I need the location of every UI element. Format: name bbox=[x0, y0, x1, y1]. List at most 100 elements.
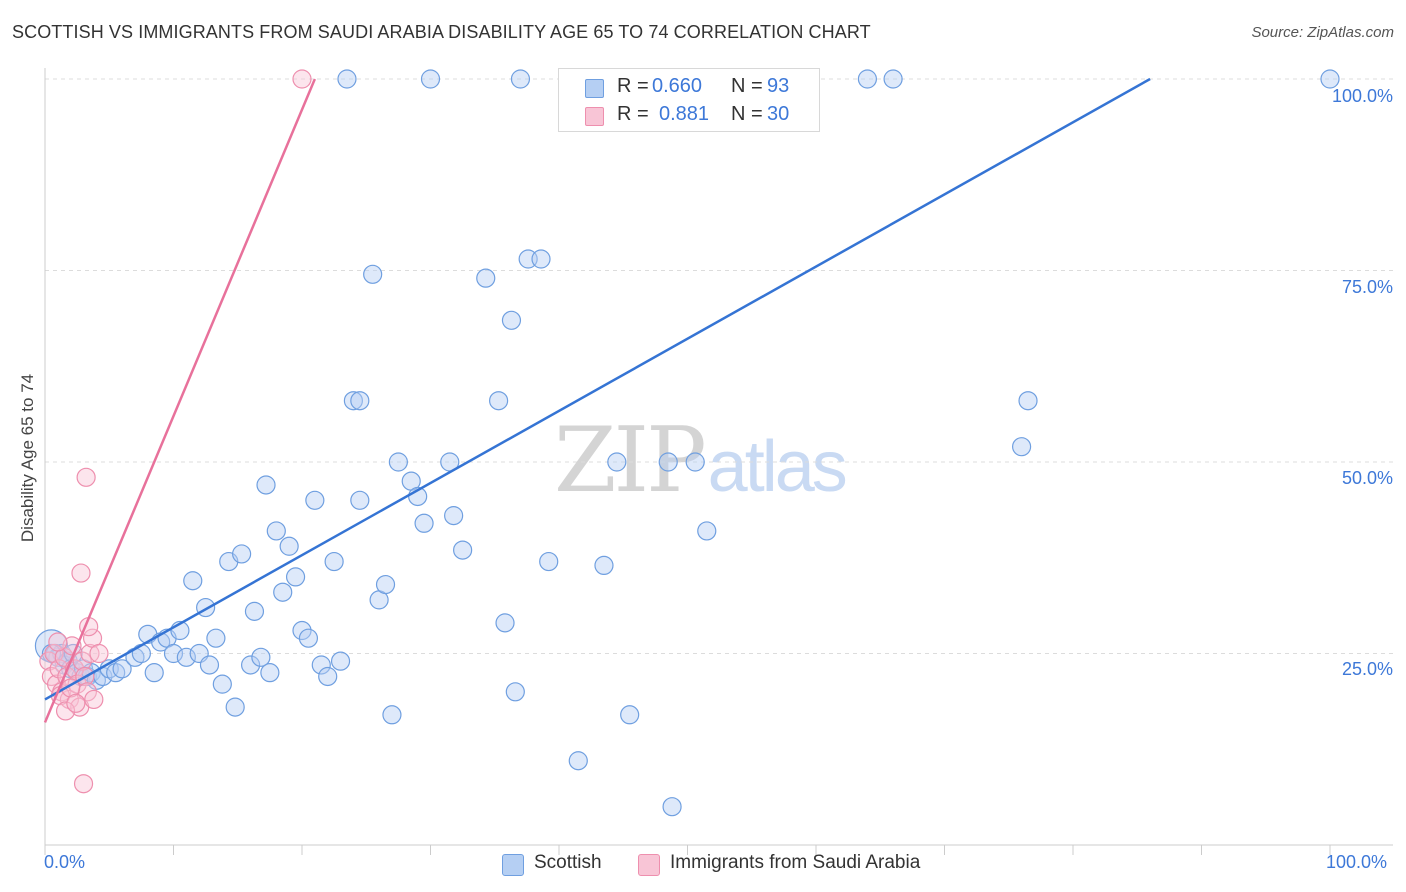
scottish-point bbox=[489, 391, 509, 411]
scottish-point bbox=[531, 249, 551, 269]
scottish-point bbox=[658, 452, 678, 472]
scottish-point bbox=[183, 571, 203, 591]
scottish-point bbox=[112, 659, 132, 679]
scottish-point bbox=[476, 268, 496, 288]
scottish-point bbox=[256, 475, 276, 495]
saudi-point bbox=[72, 651, 92, 671]
trend-lines bbox=[43, 77, 1151, 723]
y-tick-label-100: 100.0% bbox=[1331, 86, 1393, 106]
scottish-point bbox=[501, 310, 522, 330]
legend-swatch-scottish bbox=[502, 854, 524, 876]
stats-row-saudi: R = 0.881 N = 30 bbox=[559, 101, 819, 129]
scottish-point bbox=[568, 751, 588, 771]
saudi-swatch bbox=[585, 107, 604, 126]
scottish-trend-line bbox=[44, 77, 1151, 701]
scottish-point bbox=[539, 551, 559, 572]
scottish-points bbox=[34, 69, 1340, 817]
scottish-point bbox=[318, 666, 338, 687]
scottish-point bbox=[285, 567, 306, 587]
scottish-point bbox=[883, 69, 903, 89]
scottish-point bbox=[131, 643, 151, 664]
stats-legend: R = 0.660 N = 93 R = 0.881 N = 30 bbox=[558, 68, 820, 132]
saudi-point bbox=[89, 643, 109, 664]
x-tick-label-max: 100.0% bbox=[1326, 852, 1388, 872]
scottish-point bbox=[1018, 391, 1038, 411]
scottish-point bbox=[324, 551, 344, 572]
saudi-point bbox=[71, 563, 91, 583]
r-value: 0.881 bbox=[659, 103, 710, 125]
r-value: 0.660 bbox=[652, 75, 703, 97]
n-label: N = bbox=[731, 103, 763, 125]
scottish-point bbox=[292, 620, 312, 641]
scottish-point bbox=[350, 391, 370, 411]
scottish-point bbox=[199, 655, 220, 675]
saudi-point bbox=[76, 467, 96, 487]
scottish-point bbox=[330, 651, 351, 671]
y-tick-label-75: 75.0% bbox=[1341, 277, 1393, 297]
scottish-point bbox=[505, 682, 525, 702]
scottish-point bbox=[244, 601, 265, 621]
scottish-point bbox=[176, 647, 196, 667]
scottish-point bbox=[697, 521, 717, 541]
scottish-point bbox=[857, 69, 878, 89]
scottish-point bbox=[266, 521, 286, 541]
saudi-point bbox=[84, 689, 104, 710]
watermark: ZIPatlas bbox=[554, 408, 848, 513]
saudi-point bbox=[292, 69, 312, 89]
legend-swatch-saudi bbox=[638, 854, 660, 876]
scottish-point bbox=[620, 705, 640, 725]
scottish-point bbox=[350, 490, 370, 510]
scottish-point bbox=[444, 506, 464, 526]
scottish-point bbox=[420, 69, 441, 89]
scottish-point bbox=[251, 647, 271, 667]
saudi-point bbox=[48, 632, 68, 652]
scottish-point bbox=[273, 582, 293, 602]
scottish-point bbox=[260, 663, 280, 683]
scottish-point bbox=[495, 613, 515, 633]
n-value: 30 bbox=[767, 103, 790, 125]
scottish-point bbox=[337, 69, 357, 89]
series-legend: Scottish Immigrants from Saudi Arabia bbox=[0, 852, 1406, 878]
scottish-point bbox=[382, 705, 402, 725]
scottish-point bbox=[311, 655, 331, 675]
scottish-point bbox=[662, 797, 682, 817]
saudi-point bbox=[66, 693, 86, 713]
saudi-trend-line bbox=[43, 78, 317, 723]
n-value: 93 bbox=[767, 75, 790, 97]
grid-lines bbox=[45, 78, 1393, 654]
x-tick-label-min: 0.0% bbox=[44, 852, 86, 872]
scottish-point bbox=[144, 663, 164, 683]
scottish-point bbox=[375, 574, 396, 595]
scottish-point bbox=[685, 452, 705, 472]
scottish-point bbox=[510, 69, 531, 89]
scottish-point bbox=[343, 391, 363, 411]
scottish-point bbox=[212, 674, 232, 694]
legend-label-scottish: Scottish bbox=[534, 852, 602, 873]
watermark-zip: ZIP bbox=[554, 408, 707, 513]
stats-row-scottish: R = 0.660 N = 93 bbox=[559, 73, 819, 101]
scottish-point bbox=[298, 628, 319, 648]
scottish-point bbox=[241, 655, 261, 675]
saudi-point bbox=[44, 643, 64, 664]
scottish-point bbox=[388, 452, 408, 472]
legend-label-saudi: Immigrants from Saudi Arabia bbox=[670, 852, 921, 873]
scottish-point bbox=[1320, 69, 1340, 89]
saudi-point bbox=[55, 701, 76, 721]
scottish-point bbox=[305, 490, 325, 510]
saudi-points bbox=[39, 69, 312, 794]
scottish-swatch bbox=[585, 79, 604, 98]
scottish-point bbox=[163, 643, 184, 664]
r-label: R = bbox=[617, 75, 649, 97]
y-tick-label-25: 25.0% bbox=[1341, 659, 1393, 679]
n-label: N = bbox=[731, 75, 763, 97]
scottish-point bbox=[225, 697, 245, 717]
scottish-point bbox=[607, 452, 627, 472]
scottish-point bbox=[206, 628, 226, 648]
source-label: Source: ZipAtlas.com bbox=[1251, 24, 1394, 41]
saudi-point bbox=[73, 774, 94, 794]
watermark-atlas: atlas bbox=[707, 427, 848, 507]
r-label: R = bbox=[617, 103, 649, 125]
axes bbox=[44, 68, 1393, 855]
y-tick-label-50: 50.0% bbox=[1341, 468, 1393, 488]
